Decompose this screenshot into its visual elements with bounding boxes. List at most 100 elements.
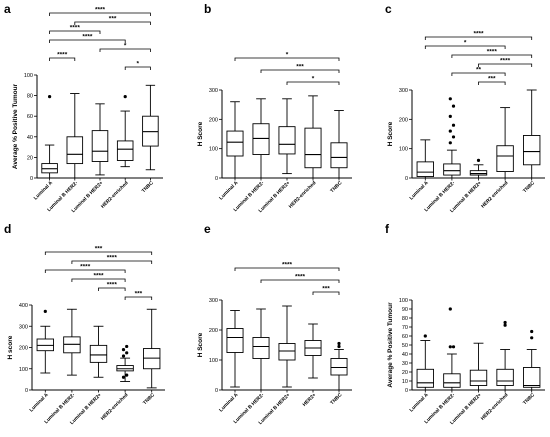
- outlier-point: [125, 373, 129, 377]
- y-tick-label: 0: [215, 176, 218, 182]
- y-tick-label: 30: [402, 361, 408, 367]
- bracket-line: [312, 291, 340, 295]
- category-label: TNBC: [522, 180, 536, 194]
- box-iqr: [304, 127, 322, 169]
- outlier-point: [451, 345, 456, 349]
- box-4: [116, 344, 134, 382]
- box-iqr: [469, 369, 488, 386]
- significance-label: ****: [93, 273, 104, 280]
- significance-bracket: ****: [71, 273, 126, 282]
- outlier-point: [43, 309, 47, 313]
- outlier-point: [448, 97, 452, 101]
- y-tick-label: 50: [402, 343, 408, 349]
- outlier-point: [451, 135, 456, 139]
- box-iqr: [91, 130, 109, 162]
- box-1: [416, 334, 434, 391]
- bracket-line: [74, 21, 151, 25]
- outlier-point: [337, 341, 341, 346]
- outlier-point: [451, 104, 456, 108]
- y-tick-label: 200: [209, 117, 218, 123]
- category-label: HER2-enriched: [480, 392, 510, 422]
- box-iqr: [469, 170, 488, 176]
- outlier-point: [448, 114, 452, 118]
- y-tick-label: 80: [402, 316, 408, 322]
- bracket-line: [451, 72, 506, 76]
- category-label: Luminal A: [409, 392, 430, 413]
- box-2: [63, 308, 81, 376]
- y-tick-label: 300: [209, 88, 218, 94]
- bracket-line: [44, 269, 126, 273]
- significance-bracket: ****: [49, 7, 151, 16]
- y-tick-label: 300: [19, 324, 28, 330]
- box-iqr: [116, 140, 134, 161]
- box-3: [278, 305, 296, 388]
- y-tick-label: 60: [402, 334, 408, 340]
- box-3: [89, 325, 108, 378]
- box-1: [226, 310, 244, 388]
- y-tick-label: 20: [27, 155, 33, 161]
- bracket-line: [451, 54, 533, 58]
- panel-label: f: [385, 222, 390, 236]
- significance-bracket: *: [424, 40, 506, 49]
- y-axis-title: H Score: [197, 332, 204, 357]
- y-axis-title: Average % Positive Tumour: [12, 83, 19, 169]
- significance-bracket: ****: [44, 264, 126, 273]
- box-iqr: [416, 368, 434, 388]
- box-5: [143, 308, 161, 389]
- significance-bracket: ****: [234, 262, 340, 271]
- category-label: TNBC: [142, 392, 156, 406]
- significance-label: ****: [95, 7, 106, 14]
- significance-bracket: ****: [71, 255, 153, 264]
- significance-label: *: [137, 61, 140, 68]
- box-5: [523, 329, 541, 391]
- box-4: [496, 107, 514, 179]
- box-iqr: [89, 344, 108, 363]
- category-label: Luminal A: [409, 180, 430, 201]
- y-tick-label: 0: [30, 176, 33, 182]
- outlier-point: [423, 334, 427, 338]
- significance-label: ***: [296, 64, 304, 71]
- bracket-line: [260, 69, 340, 73]
- box-iqr: [443, 373, 461, 388]
- bracket-line: [424, 45, 506, 49]
- significance-bracket: ****: [451, 49, 533, 58]
- box-iqr: [226, 328, 244, 353]
- panel-label: d: [4, 222, 11, 236]
- significance-bracket: ****: [478, 58, 533, 67]
- outlier-point: [123, 95, 127, 99]
- significance-label: *: [286, 52, 289, 59]
- box-iqr: [496, 145, 514, 172]
- y-axis-title: H Score: [197, 121, 204, 146]
- box-iqr: [278, 126, 296, 155]
- bracket-line: [234, 57, 340, 61]
- significance-label: ***: [135, 291, 143, 298]
- significance-label: ****: [107, 255, 118, 262]
- box-5: [330, 341, 348, 391]
- significance-bracket: ***: [312, 286, 340, 295]
- significance-label: *: [124, 43, 127, 50]
- significance-bracket: ***: [124, 291, 153, 300]
- category-label: Luminal A: [218, 180, 239, 201]
- y-tick-label: 0: [215, 388, 218, 394]
- outlier-point: [448, 307, 452, 311]
- outlier-point: [530, 336, 534, 340]
- significance-bracket: ****: [98, 282, 126, 291]
- box-4: [304, 95, 322, 179]
- significance-label: ****: [107, 282, 118, 289]
- box-4: [496, 320, 514, 391]
- y-tick-label: 80: [27, 94, 33, 100]
- y-tick-label: 10: [402, 379, 408, 385]
- outlier-point: [530, 329, 534, 334]
- y-tick-label: 40: [27, 135, 33, 141]
- category-label: HER2-enriched: [100, 180, 130, 210]
- y-tick-label: 0: [25, 388, 28, 394]
- panel-a: a 0 20 40 60 80 100 Average % Positive Tumour Lu…: [4, 2, 163, 214]
- box-3: [91, 103, 109, 176]
- box-iqr: [443, 163, 461, 176]
- significance-label: ****: [487, 49, 498, 56]
- bracket-line: [49, 12, 151, 16]
- category-label: TNBC: [329, 392, 343, 406]
- bracket-line: [98, 287, 126, 291]
